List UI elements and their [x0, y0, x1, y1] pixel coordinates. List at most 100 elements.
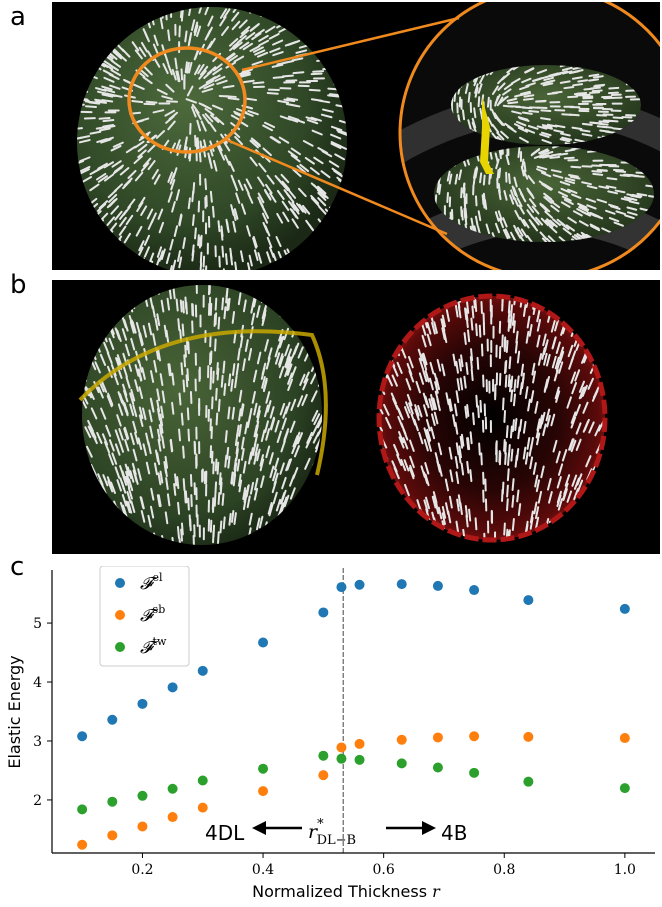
director-mark — [158, 221, 165, 234]
director-mark — [77, 55, 85, 63]
director-mark — [596, 310, 603, 323]
director-mark — [139, 68, 149, 78]
director-mark — [201, 87, 214, 93]
director-mark — [225, 285, 229, 298]
director-mark — [541, 124, 553, 128]
director-mark — [88, 239, 98, 250]
director-mark — [432, 491, 438, 504]
director-mark — [465, 315, 469, 329]
director-mark — [586, 318, 593, 331]
director-mark — [474, 215, 479, 227]
director-mark — [119, 11, 126, 23]
director-mark — [267, 502, 273, 515]
director-mark — [536, 69, 548, 75]
director-mark — [148, 252, 155, 264]
director-mark — [310, 182, 321, 192]
director-mark — [189, 518, 192, 532]
director-mark — [291, 531, 298, 544]
point-el — [523, 595, 534, 606]
director-mark — [581, 384, 588, 397]
director-mark — [561, 195, 572, 202]
director-mark — [110, 205, 120, 215]
director-mark — [239, 29, 250, 39]
director-mark — [264, 121, 276, 129]
director-mark — [531, 205, 540, 215]
director-mark — [108, 453, 115, 466]
director-mark — [494, 95, 499, 107]
director-mark — [90, 348, 97, 361]
director-mark — [216, 362, 219, 375]
director-mark — [387, 504, 394, 517]
director-mark — [585, 501, 592, 514]
director-mark — [269, 416, 275, 430]
director-mark — [523, 94, 535, 98]
director-mark — [153, 174, 161, 185]
director-mark — [137, 468, 142, 481]
director-mark — [83, 215, 94, 224]
director-mark — [522, 304, 527, 318]
director-mark — [479, 107, 484, 119]
director-mark — [339, 204, 347, 213]
director-mark — [446, 192, 449, 204]
zoom-source-circle — [127, 46, 247, 154]
director-mark — [511, 518, 515, 531]
director-mark — [522, 420, 527, 434]
director-mark — [514, 340, 519, 354]
director-mark — [97, 90, 109, 96]
director-mark — [116, 529, 122, 542]
director-mark — [86, 470, 94, 483]
director-mark — [290, 147, 301, 156]
director-mark — [519, 136, 529, 144]
director-mark — [222, 84, 235, 89]
director-mark — [332, 7, 344, 13]
director-mark — [580, 210, 592, 217]
director-mark — [507, 125, 517, 133]
director-mark — [405, 401, 411, 414]
director-mark — [278, 335, 285, 349]
director-mark — [491, 85, 499, 96]
director-mark — [243, 183, 250, 195]
director-mark — [414, 404, 420, 417]
director-mark — [188, 7, 192, 17]
director-mark — [90, 407, 98, 420]
director-mark — [268, 246, 275, 258]
director-mark — [77, 97, 87, 101]
director-mark — [124, 261, 132, 270]
director-mark — [140, 285, 146, 298]
director-mark — [138, 46, 147, 58]
director-mark — [121, 15, 129, 26]
director-mark — [256, 405, 261, 419]
director-mark — [536, 432, 541, 446]
director-mark — [280, 439, 286, 453]
director-mark — [391, 460, 398, 473]
director-mark — [258, 34, 269, 42]
director-mark — [159, 470, 164, 484]
director-mark — [89, 168, 101, 176]
point-tw — [432, 762, 443, 773]
director-mark — [303, 335, 311, 348]
director-mark — [153, 57, 161, 68]
director-mark — [572, 509, 578, 522]
director-mark — [119, 267, 127, 270]
director-mark — [195, 137, 199, 150]
director-mark — [314, 529, 322, 542]
x-tick-label: 0.8 — [493, 862, 515, 878]
director-mark — [222, 268, 226, 270]
director-mark — [266, 251, 272, 263]
director-mark — [494, 152, 499, 164]
director-mark — [434, 390, 440, 404]
director-mark — [287, 189, 297, 199]
director-mark — [176, 70, 181, 83]
director-mark — [131, 321, 137, 334]
director-mark — [187, 197, 191, 210]
director-mark — [423, 438, 429, 452]
director-mark — [95, 100, 108, 104]
director-mark — [242, 487, 247, 501]
director-mark — [123, 232, 132, 244]
director-mark — [390, 502, 398, 516]
director-mark — [78, 135, 91, 140]
director-mark — [128, 285, 134, 296]
director-mark — [328, 160, 340, 168]
director-mark — [330, 141, 342, 148]
director-mark — [260, 429, 266, 443]
